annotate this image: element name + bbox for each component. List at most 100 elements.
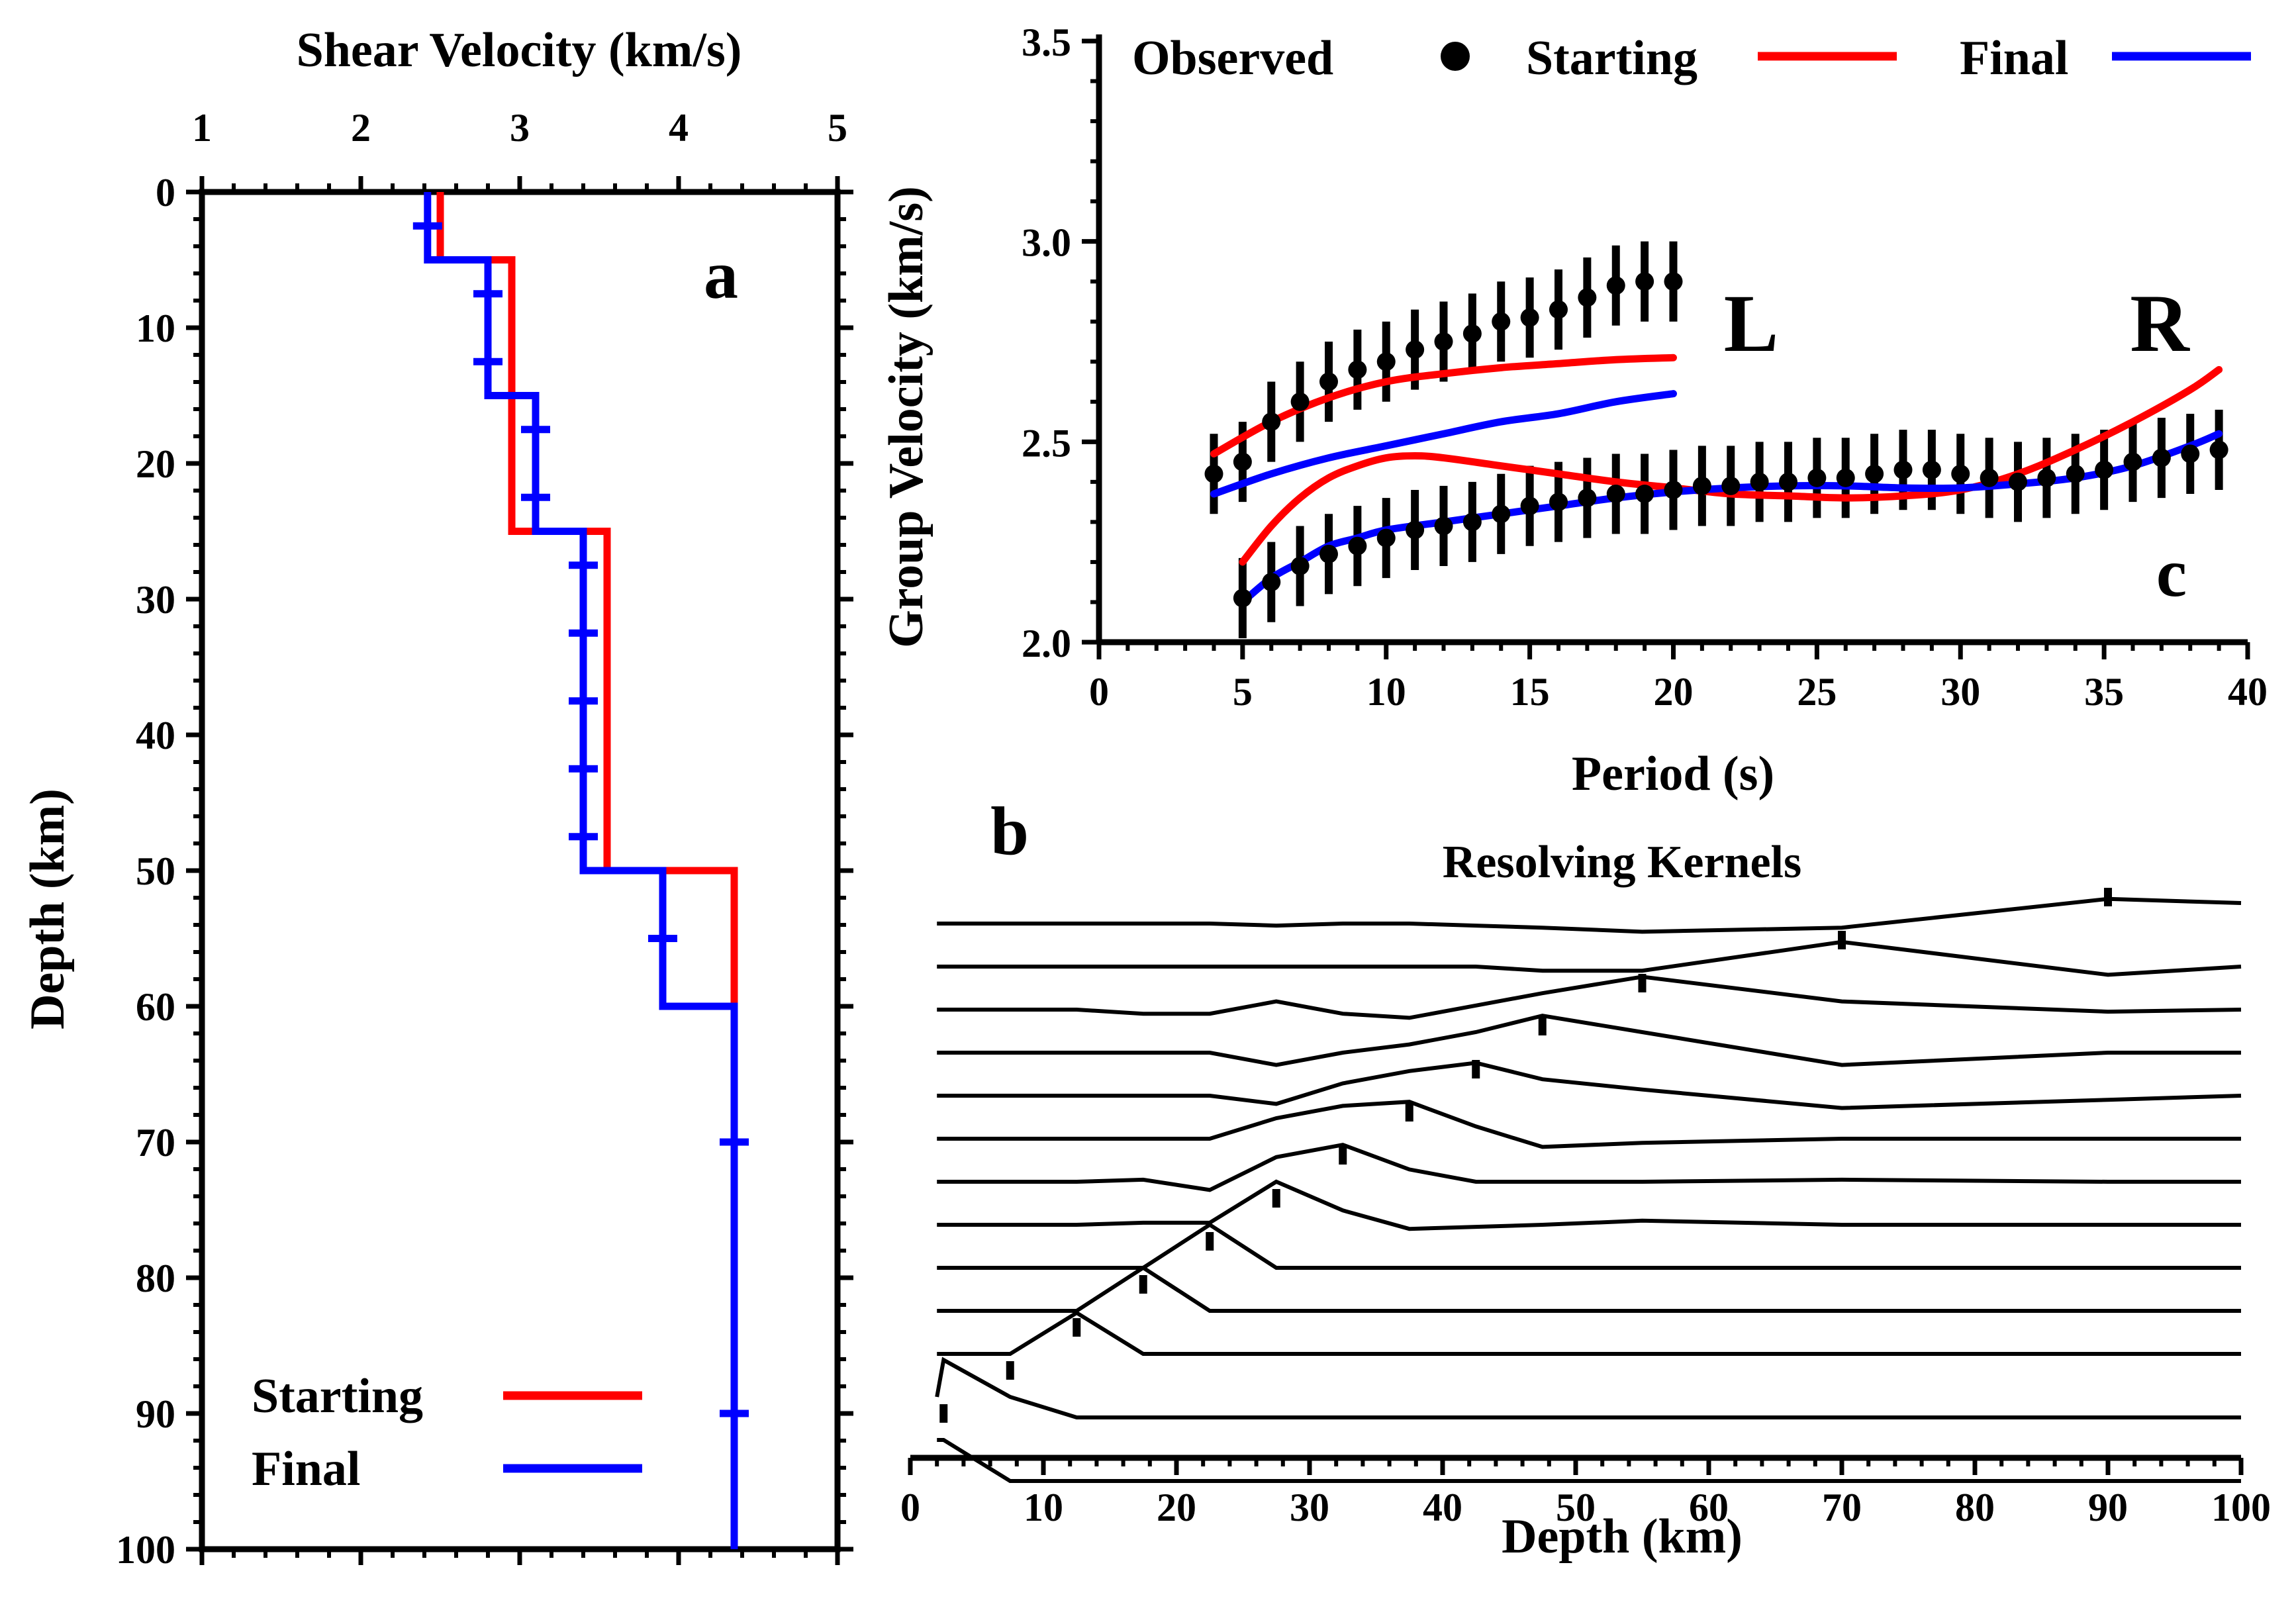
panel-a-error-marks	[412, 222, 749, 1417]
panel-c: 0 5 10 15 20 25 30 35 402.02.53.03.5 Period (s) …	[879, 21, 2268, 801]
panel-c-observed-point	[1348, 360, 1367, 379]
panel-c-observed-point	[1376, 352, 1396, 371]
panel-c-observed-point	[1434, 332, 1453, 351]
panel-b-kernel-line	[937, 1179, 2241, 1231]
panel-c-legend: Observed Starting Final	[1132, 31, 2251, 85]
panel-c-observed-point	[1549, 300, 1568, 319]
panel-c-observed-point	[1807, 468, 1827, 487]
panel-c-legend-observed-label: Observed	[1132, 31, 1333, 85]
panel-c-observed-point	[1492, 312, 1511, 331]
panel-c-observed-point	[2095, 460, 2114, 479]
panel-a-x-axis-title: Shear Velocity (km/s)	[297, 23, 742, 77]
panel-c-observed-point	[1692, 476, 1711, 495]
panel-c-observed-point	[1865, 464, 1884, 483]
panel-b-kernel-line	[935, 1357, 2241, 1419]
panel-c-observed-point	[1262, 573, 1281, 592]
panel-b-kernel-line	[937, 1143, 2241, 1192]
panel-b-kernel-line	[937, 1061, 2242, 1110]
panel-c-y-tick-label: 2.0	[1022, 622, 1071, 665]
panel-b-kernel-line	[937, 1100, 2241, 1149]
panel-b: 0 10 20 30 40 50 60 70 80 90 100 Resolving Kernels…	[900, 793, 2271, 1564]
panel-c-observed-point	[1520, 308, 1539, 327]
panel-c-x-tick-label: 10	[1366, 670, 1406, 714]
panel-c-ticks: 0 5 10 15 20 25 30 35 40 2.0 2.5 3.0 3.5	[1022, 21, 2268, 714]
panel-c-y-tick-label: 3.0	[1022, 221, 1071, 265]
panel-c-observed-point	[1893, 460, 1913, 479]
panel-c-observed-point	[1348, 536, 1367, 555]
panel-a-series	[424, 192, 738, 1549]
panel-c-x-tick-label: 0	[1089, 670, 1109, 714]
panel-b-x-tick-label: 80	[1955, 1486, 1995, 1529]
panel-c-x-tick-label: 40	[2228, 670, 2268, 714]
panel-c-observed-point	[1492, 504, 1511, 524]
panel-c-observed-point	[1750, 472, 1769, 491]
panel-c-observed-point	[1549, 493, 1568, 512]
panel-c-x-tick-label: 30	[1940, 670, 1980, 714]
panel-c-observed-point	[1204, 464, 1223, 483]
panel-b-x-tick-label: 30	[1290, 1486, 1329, 1529]
panel-c-observed-point	[1779, 472, 1797, 491]
panel-b-x-tick-label: 20	[1157, 1486, 1196, 1529]
panel-c-observed-point	[1635, 485, 1654, 504]
panel-c-final-L-curve	[1210, 390, 1677, 498]
panel-c-observed-point	[1836, 468, 1855, 487]
panel-c-y-axis-title: Group Velocity (km/s)	[879, 186, 933, 648]
panel-c-observed-point	[1606, 485, 1625, 504]
panel-b-x-tick-label: 50	[1556, 1486, 1596, 1529]
panel-c-observed-point	[1664, 480, 1683, 499]
panel-c-observed-point	[1721, 476, 1741, 495]
panel-c-observed-point	[1406, 520, 1425, 540]
panel-b-x-tick-label: 0	[900, 1486, 920, 1529]
panel-a-x-tick-label: 1	[192, 106, 212, 150]
panel-a-x-tick-label: 3	[510, 106, 530, 150]
panel-c-observed-point	[1578, 489, 1597, 508]
panel-a-letter: a	[704, 237, 738, 313]
panel-c-observed-point	[2181, 444, 2200, 463]
panel-b-ticks: 0 10 20 30 40 50 60 70 80 90 100	[900, 1458, 2271, 1529]
panel-c-observed-point	[1462, 512, 1482, 532]
panel-c-observed-point	[2037, 468, 2056, 487]
panel-b-x-tick-label: 90	[2088, 1486, 2128, 1529]
panel-a-x-tick-label: 2	[351, 106, 371, 150]
panel-a-y-tick-label: 10	[136, 307, 175, 350]
panel-b-x-tick-label: 10	[1024, 1486, 1063, 1529]
panel-b-kernel-line	[937, 1222, 2241, 1270]
panel-c-y-tick-label: 2.5	[1022, 421, 1071, 465]
panel-a-legend: Starting Final	[252, 1369, 642, 1496]
panel-c-observed-point	[1319, 372, 1338, 391]
panel-c-observed-point	[2123, 452, 2142, 471]
panel-b-kernel-line	[937, 1310, 2241, 1356]
panel-c-legend-observed-marker	[1441, 42, 1470, 71]
panel-c-observed-point	[2066, 464, 2085, 483]
panel-c-observed-point	[1635, 272, 1654, 291]
panel-a-y-tick-label: 100	[116, 1528, 175, 1572]
panel-c-observed-point	[2009, 472, 2027, 491]
panel-b-kernel-line	[937, 896, 2242, 934]
panel-c-observed-point	[1233, 452, 1252, 471]
panel-c-x-tick-label: 20	[1654, 670, 1694, 714]
panel-c-starting-L-curve	[1210, 354, 1677, 457]
panel-c-observed-points	[1204, 272, 2228, 608]
panel-a-y-tick-label: 0	[156, 171, 175, 215]
panel-c-observed-point	[1290, 556, 1310, 575]
panel-c-x-tick-label: 5	[1233, 670, 1253, 714]
panel-a-y-tick-label: 70	[136, 1121, 175, 1165]
panel-a-x-tick-label: 4	[669, 106, 689, 150]
panel-b-kernel-line	[937, 939, 2242, 977]
panel-a-y-tick-label: 50	[136, 849, 175, 893]
panel-c-y-tick-label: 3.5	[1022, 21, 1071, 64]
panel-a-profile-final	[424, 192, 738, 1549]
panel-c-observed-point	[1233, 589, 1252, 608]
panel-c-love-label: L	[1724, 278, 1779, 369]
panel-a-y-tick-label: 80	[136, 1257, 175, 1300]
panel-c-x-axis-title: Period (s)	[1572, 747, 1774, 801]
panel-b-target-depth-markers	[939, 888, 2112, 1423]
panel-b-x-tick-label: 40	[1423, 1486, 1462, 1529]
panel-c-legend-starting-label: Starting	[1526, 31, 1698, 85]
panel-b-letter: b	[990, 793, 1029, 869]
panel-c-x-tick-label: 35	[2084, 670, 2124, 714]
panel-b-x-tick-label: 70	[1822, 1486, 1862, 1529]
panel-b-title: Resolving Kernels	[1443, 837, 1801, 888]
panel-c-observed-point	[1980, 468, 1999, 487]
